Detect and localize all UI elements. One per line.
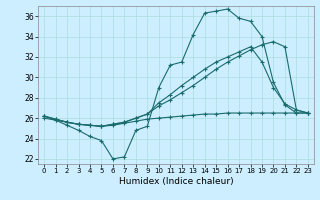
X-axis label: Humidex (Indice chaleur): Humidex (Indice chaleur) xyxy=(119,177,233,186)
